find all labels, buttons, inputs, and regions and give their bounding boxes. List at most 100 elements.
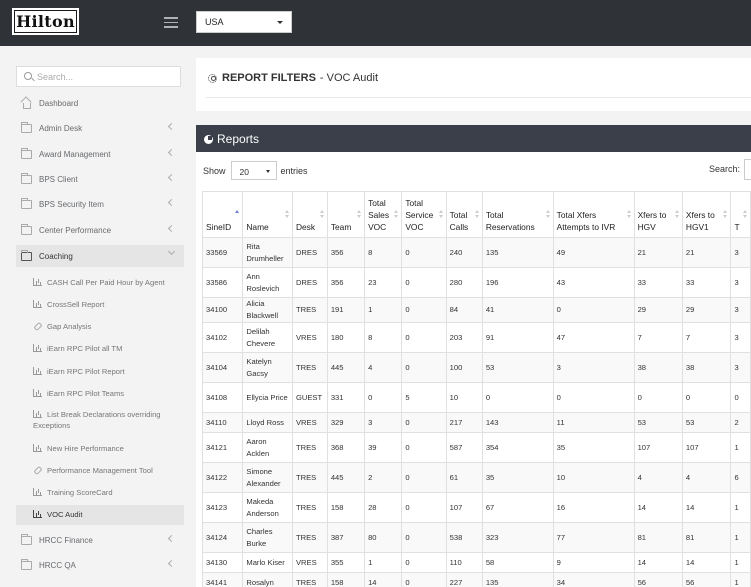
sidebar-subitem-performance-management[interactable]: Performance Management Tool: [16, 465, 184, 476]
table-row[interactable]: 34104 Katelyn Gacsy TRES 445 4 0 100 53 3 38 38 3: [201, 352, 751, 383]
column-header[interactable]: Total Calls: [445, 191, 483, 238]
hamburger-menu-icon[interactable]: [164, 17, 178, 28]
table-row[interactable]: 34108 Ellycia Price GUEST 331 0 5 10 0 0 0 0 0: [201, 382, 751, 413]
column-header[interactable]: Xfers to HGV1: [681, 191, 732, 238]
table-search-input[interactable]: [744, 159, 751, 180]
sidebar-item-bps-client[interactable]: BPS Client: [16, 169, 184, 189]
sort-icon: [545, 210, 550, 220]
table-cell: 1: [730, 572, 751, 587]
table-cell: 0: [401, 522, 447, 553]
bar-chart-icon: [33, 278, 42, 286]
table-cell: 0: [401, 352, 447, 383]
table-cell: 28: [364, 492, 403, 523]
sidebar-subitem-list-break[interactable]: List Break Declarations overriding Excep…: [16, 409, 184, 431]
sidebar-subitem-crosssell[interactable]: CrossSell Report: [16, 299, 184, 310]
column-header[interactable]: Name: [242, 191, 293, 238]
table-cell: 14: [633, 552, 683, 573]
column-header[interactable]: Total Xfers Attempts to IVR: [552, 191, 635, 238]
column-header[interactable]: Desk: [291, 191, 328, 238]
sidebar-subitem-iearn-teams[interactable]: iEarn RPC Pilot Teams: [16, 388, 184, 399]
table-cell: Lloyd Ross: [242, 412, 293, 433]
table-row[interactable]: 33569 Rita Drumheller DRES 356 8 0 240 135 49 21 2…: [201, 237, 751, 268]
sidebar-item-admin-desk[interactable]: Admin Desk: [16, 118, 184, 138]
table-cell: 3: [730, 352, 751, 383]
sidebar-item-hrcc-qa[interactable]: HRCC QA: [16, 555, 184, 575]
table-cell: 34108: [201, 382, 244, 413]
table-row[interactable]: 34100 Alicia Blackwell TRES 191 1 0 84 41 0 29 29 3: [201, 297, 751, 323]
column-header[interactable]: T: [730, 191, 751, 238]
sidebar-item-award-management[interactable]: Award Management: [16, 144, 184, 164]
sidebar-subitem-iearn-report[interactable]: iEarn RPC Pilot Report: [16, 366, 184, 377]
bar-chart-icon: [33, 410, 42, 418]
table-cell: 23: [364, 267, 403, 298]
sidebar-item-coaching[interactable]: Coaching: [16, 245, 184, 267]
sidebar-item-center-performance[interactable]: Center Performance: [16, 220, 184, 240]
table-row[interactable]: 34110 Lloyd Ross VRES 329 3 0 217 143 11 53 53 2: [201, 412, 751, 433]
sidebar-item-label: Award Management: [39, 149, 111, 159]
table-cell: 34130: [201, 552, 244, 573]
table-cell: 47: [552, 322, 635, 353]
table-row[interactable]: 34102 Delilah Chevere VRES 180 8 0 203 91 47 7 7 3: [201, 322, 751, 353]
sidebar-item-label: Admin Desk: [39, 123, 83, 133]
sidebar-search[interactable]: [16, 66, 181, 87]
table-cell: 4: [364, 352, 403, 383]
table-cell: 100: [445, 352, 483, 383]
folder-icon: [21, 558, 32, 570]
column-header-label: Xfers to HGV1: [685, 210, 715, 232]
table-cell: 21: [681, 237, 732, 268]
folder-icon: [21, 172, 32, 184]
column-header[interactable]: SineID: [201, 191, 244, 238]
table-cell: 34141: [201, 572, 244, 587]
report-name: - VOC Audit: [319, 72, 378, 84]
column-header[interactable]: Total Service VOC: [401, 191, 447, 238]
table-cell: 445: [326, 462, 366, 493]
sort-icon: [284, 210, 289, 220]
sidebar-subitem-label: Gap Analysis: [47, 322, 92, 331]
sidebar-subitem-new-hire[interactable]: New Hire Performance: [16, 443, 184, 454]
caret-down-icon: [277, 21, 283, 24]
sidebar-item-label: BPS Client: [39, 174, 78, 184]
table-cell: GUEST: [291, 382, 328, 413]
table-cell: 240: [445, 237, 483, 268]
sort-icon: [743, 210, 747, 220]
bar-chart-icon: [33, 300, 42, 308]
sidebar-subitem-gap-analysis[interactable]: Gap Analysis: [16, 321, 184, 332]
column-header[interactable]: Xfers to HGV: [633, 191, 683, 238]
column-header[interactable]: Team: [326, 191, 366, 238]
column-header-label: Total Reservations: [485, 210, 535, 232]
sidebar-subitem-cash-call[interactable]: CASH Call Per Paid Hour by Agent: [16, 277, 184, 288]
sidebar-subitem-label: List Break Declarations overriding Excep…: [33, 410, 161, 430]
table-cell: 41: [481, 297, 554, 323]
column-header[interactable]: Total Reservations: [481, 191, 554, 238]
hilton-logo[interactable]: Hilton: [12, 8, 79, 35]
report-filters-title[interactable]: REPORT FILTERS - VOC Audit: [208, 72, 378, 84]
column-header[interactable]: Total Sales VOC: [364, 191, 403, 238]
sidebar-item-bps-security-item[interactable]: BPS Security Item: [16, 194, 184, 214]
sidebar-subitem-training-scorecard[interactable]: Training ScoreCard: [16, 487, 184, 498]
table-cell: 280: [445, 267, 483, 298]
table-cell: Simone Alexander: [242, 462, 293, 493]
table-row[interactable]: 34141 Rosalyn TRES 158 14 0 227 135 34 56 56 1: [201, 572, 751, 587]
table-row[interactable]: 34124 Charles Burke TRES 387 80 0 538 323 77 81 81…: [201, 522, 751, 553]
table-cell: 7: [681, 322, 732, 353]
table-cell: Ellycia Price: [242, 382, 293, 413]
table-row[interactable]: 33586 Ann Roslevich DRES 356 23 0 280 196 43 33 33…: [201, 267, 751, 298]
sidebar-search-input[interactable]: [37, 70, 177, 84]
show-label: Show: [203, 165, 226, 176]
table-cell: 107: [681, 432, 732, 463]
table-row[interactable]: 34121 Aaron Acklen TRES 368 39 0 587 354 35 107 10…: [201, 432, 751, 463]
table-cell: 34: [552, 572, 635, 587]
country-select[interactable]: USA: [196, 11, 292, 33]
table-cell: TRES: [291, 572, 328, 587]
table-row[interactable]: 34122 Simone Alexander TRES 445 2 0 61 35 10 4 4 6: [201, 462, 751, 493]
table-row[interactable]: 34123 Makeda Anderson TRES 158 28 0 107 67 16 14 1…: [201, 492, 751, 523]
table-cell: 3: [364, 412, 403, 433]
sidebar-item-dashboard[interactable]: Dashboard: [16, 93, 184, 113]
sidebar-subitem-iearn-all-tm[interactable]: iEarn RPC Pilot all TM: [16, 343, 184, 354]
sidebar-subitem-voc-audit[interactable]: VOC Audit: [16, 505, 184, 525]
page-length-select[interactable]: 20: [230, 161, 277, 180]
sidebar-item-hrcc-finance[interactable]: HRCC Finance: [16, 530, 184, 550]
table-row[interactable]: 34130 Marlo Kiser VRES 355 1 0 110 58 9 14 14 1: [201, 552, 751, 573]
table-cell: 0: [401, 492, 447, 523]
table-cell: Makeda Anderson: [242, 492, 293, 523]
